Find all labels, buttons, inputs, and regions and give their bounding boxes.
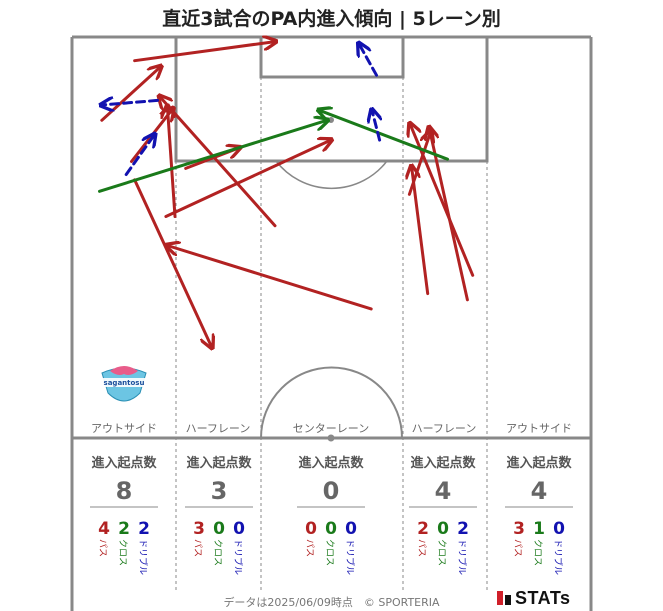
team-logo: sagantosu — [97, 366, 151, 402]
dribble-arrow-19 — [372, 110, 380, 142]
lane-3-pass-count: 0 — [305, 519, 317, 539]
lane-4-pass-count: 2 — [417, 519, 429, 539]
pass-arrow-1 — [133, 178, 212, 347]
stat-count-3: 0 — [323, 477, 340, 505]
lane-name-2: ハーフレーン — [186, 422, 251, 435]
pass-arrow-11 — [412, 167, 430, 296]
lane-5-pass-count: 3 — [513, 519, 525, 539]
lane-labels: アウトサイド ハーフレーン センターレーン ハーフレーン アウトサイド — [91, 422, 572, 435]
cross-arrow-14 — [319, 110, 449, 161]
logo-text: sagantosu — [104, 379, 145, 387]
dribble-arrow-17 — [124, 135, 154, 176]
lane-5-dribble-count: 0 — [553, 519, 565, 539]
brand-text: STATs — [515, 588, 571, 608]
lane-stats: 進入起点数 進入起点数 進入起点数 進入起点数 進入起点数 8 3 0 4 4 — [91, 455, 572, 505]
lane-3-dribble-label: ドリブル — [344, 539, 356, 575]
lane-name-4: ハーフレーン — [412, 422, 477, 435]
pass-arrow-6 — [167, 107, 177, 218]
stat-head-2: 進入起点数 — [186, 455, 252, 471]
stat-head-1: 進入起点数 — [91, 455, 157, 471]
pass-arrow-8 — [160, 97, 277, 228]
lane-3-cross-count: 0 — [325, 519, 337, 539]
lane-2-cross-label: クロス — [212, 539, 223, 566]
cross-arrow-15 — [98, 120, 327, 193]
stat-head-4: 進入起点数 — [410, 455, 476, 471]
brand-mark-icon — [497, 591, 503, 605]
penalty-arc — [275, 160, 388, 190]
dribble-arrow-16 — [102, 100, 159, 105]
lane-name-1: アウトサイド — [91, 422, 157, 435]
brand-logo: STATs — [497, 588, 571, 609]
lane-2-pass-label: パス — [192, 539, 203, 557]
lane-2-cross-count: 0 — [213, 519, 225, 539]
lane-5-cross-label: クロス — [532, 539, 543, 566]
dribble-arrow-18 — [359, 44, 378, 77]
pass-arrow-3 — [130, 109, 173, 163]
pitch-lines — [70, 35, 593, 611]
lane-1-cross-count: 2 — [118, 519, 130, 539]
pass-arrow-5 — [164, 140, 331, 218]
stat-count-2: 3 — [211, 477, 228, 505]
arrow-layer — [98, 42, 475, 348]
chart-title: 直近3試合のPA内進入傾向 | 5レーン別 — [162, 8, 501, 30]
pass-arrow-12 — [410, 124, 475, 277]
lane-5-dribble-label: ドリブル — [552, 539, 564, 575]
lane-4-dribble-count: 2 — [457, 519, 469, 539]
lane-name-3: センターレーン — [293, 422, 369, 435]
center-spot — [327, 434, 335, 442]
lane-2-dribble-count: 0 — [233, 519, 245, 539]
pass-arrow-2 — [133, 42, 275, 63]
lane-5-pass-label: パス — [512, 539, 523, 557]
lane-4-cross-count: 0 — [437, 519, 449, 539]
lane-1-dribble-count: 2 — [138, 519, 150, 539]
lane-1-cross-label: クロス — [117, 539, 128, 566]
stat-head-3: 進入起点数 — [298, 455, 364, 471]
pass-arrow-4 — [100, 67, 161, 122]
lane-3-cross-label: クロス — [324, 539, 335, 566]
lane-5-cross-count: 1 — [533, 519, 545, 539]
lane-1-pass-label: パス — [97, 539, 108, 557]
lane-2-pass-count: 3 — [193, 519, 205, 539]
lane-2-dribble-label: ドリブル — [232, 539, 244, 575]
lane-3-pass-label: パス — [304, 539, 315, 557]
center-circle — [260, 366, 403, 439]
stat-head-5: 進入起点数 — [506, 455, 572, 471]
penalty-spot — [328, 117, 334, 123]
stat-count-5: 4 — [531, 477, 548, 505]
lane-3-dribble-count: 0 — [345, 519, 357, 539]
penalty-box — [174, 35, 489, 163]
lane-name-5: アウトサイド — [506, 422, 572, 435]
pass-arrow-13 — [167, 246, 373, 311]
brand-mark-icon-2 — [505, 595, 511, 605]
goal-area — [259, 35, 405, 79]
lane-4-dribble-label: ドリブル — [456, 539, 468, 575]
lane-4-pass-label: パス — [416, 539, 427, 557]
lane-4-cross-label: クロス — [436, 539, 447, 566]
stat-count-4: 4 — [435, 477, 452, 505]
lane-1-pass-count: 4 — [98, 519, 110, 539]
footer-note: データは2025/06/09時点 © SPORTERIA — [223, 596, 440, 609]
lane-1-dribble-label: ドリブル — [137, 539, 149, 575]
stat-count-1: 8 — [116, 477, 133, 505]
stat-breakdown: 4パス2クロス2ドリブル3パス0クロス0ドリブル0パス0クロス0ドリブル2パス0… — [97, 519, 565, 575]
